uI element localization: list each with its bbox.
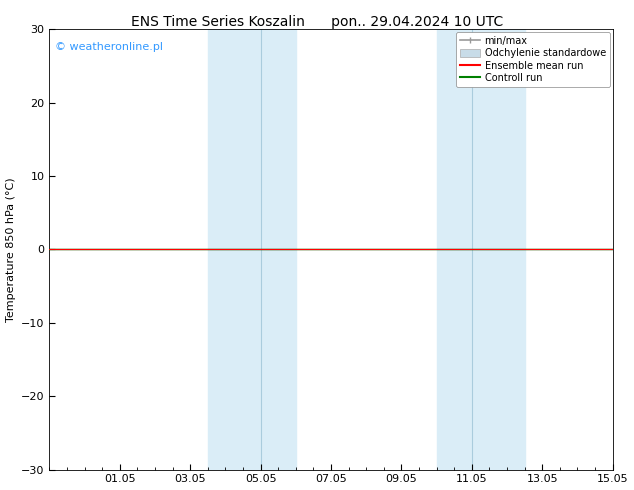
Bar	[437, 29, 525, 469]
Legend: min/max, Odchylenie standardowe, Ensemble mean run, Controll run: min/max, Odchylenie standardowe, Ensembl…	[456, 32, 610, 87]
Bar	[208, 29, 296, 469]
Text: ENS Time Series Koszalin      pon.. 29.04.2024 10 UTC: ENS Time Series Koszalin pon.. 29.04.202…	[131, 15, 503, 29]
Text: © weatheronline.pl: © weatheronline.pl	[55, 42, 163, 52]
Y-axis label: Temperature 850 hPa (°C): Temperature 850 hPa (°C)	[6, 177, 16, 321]
